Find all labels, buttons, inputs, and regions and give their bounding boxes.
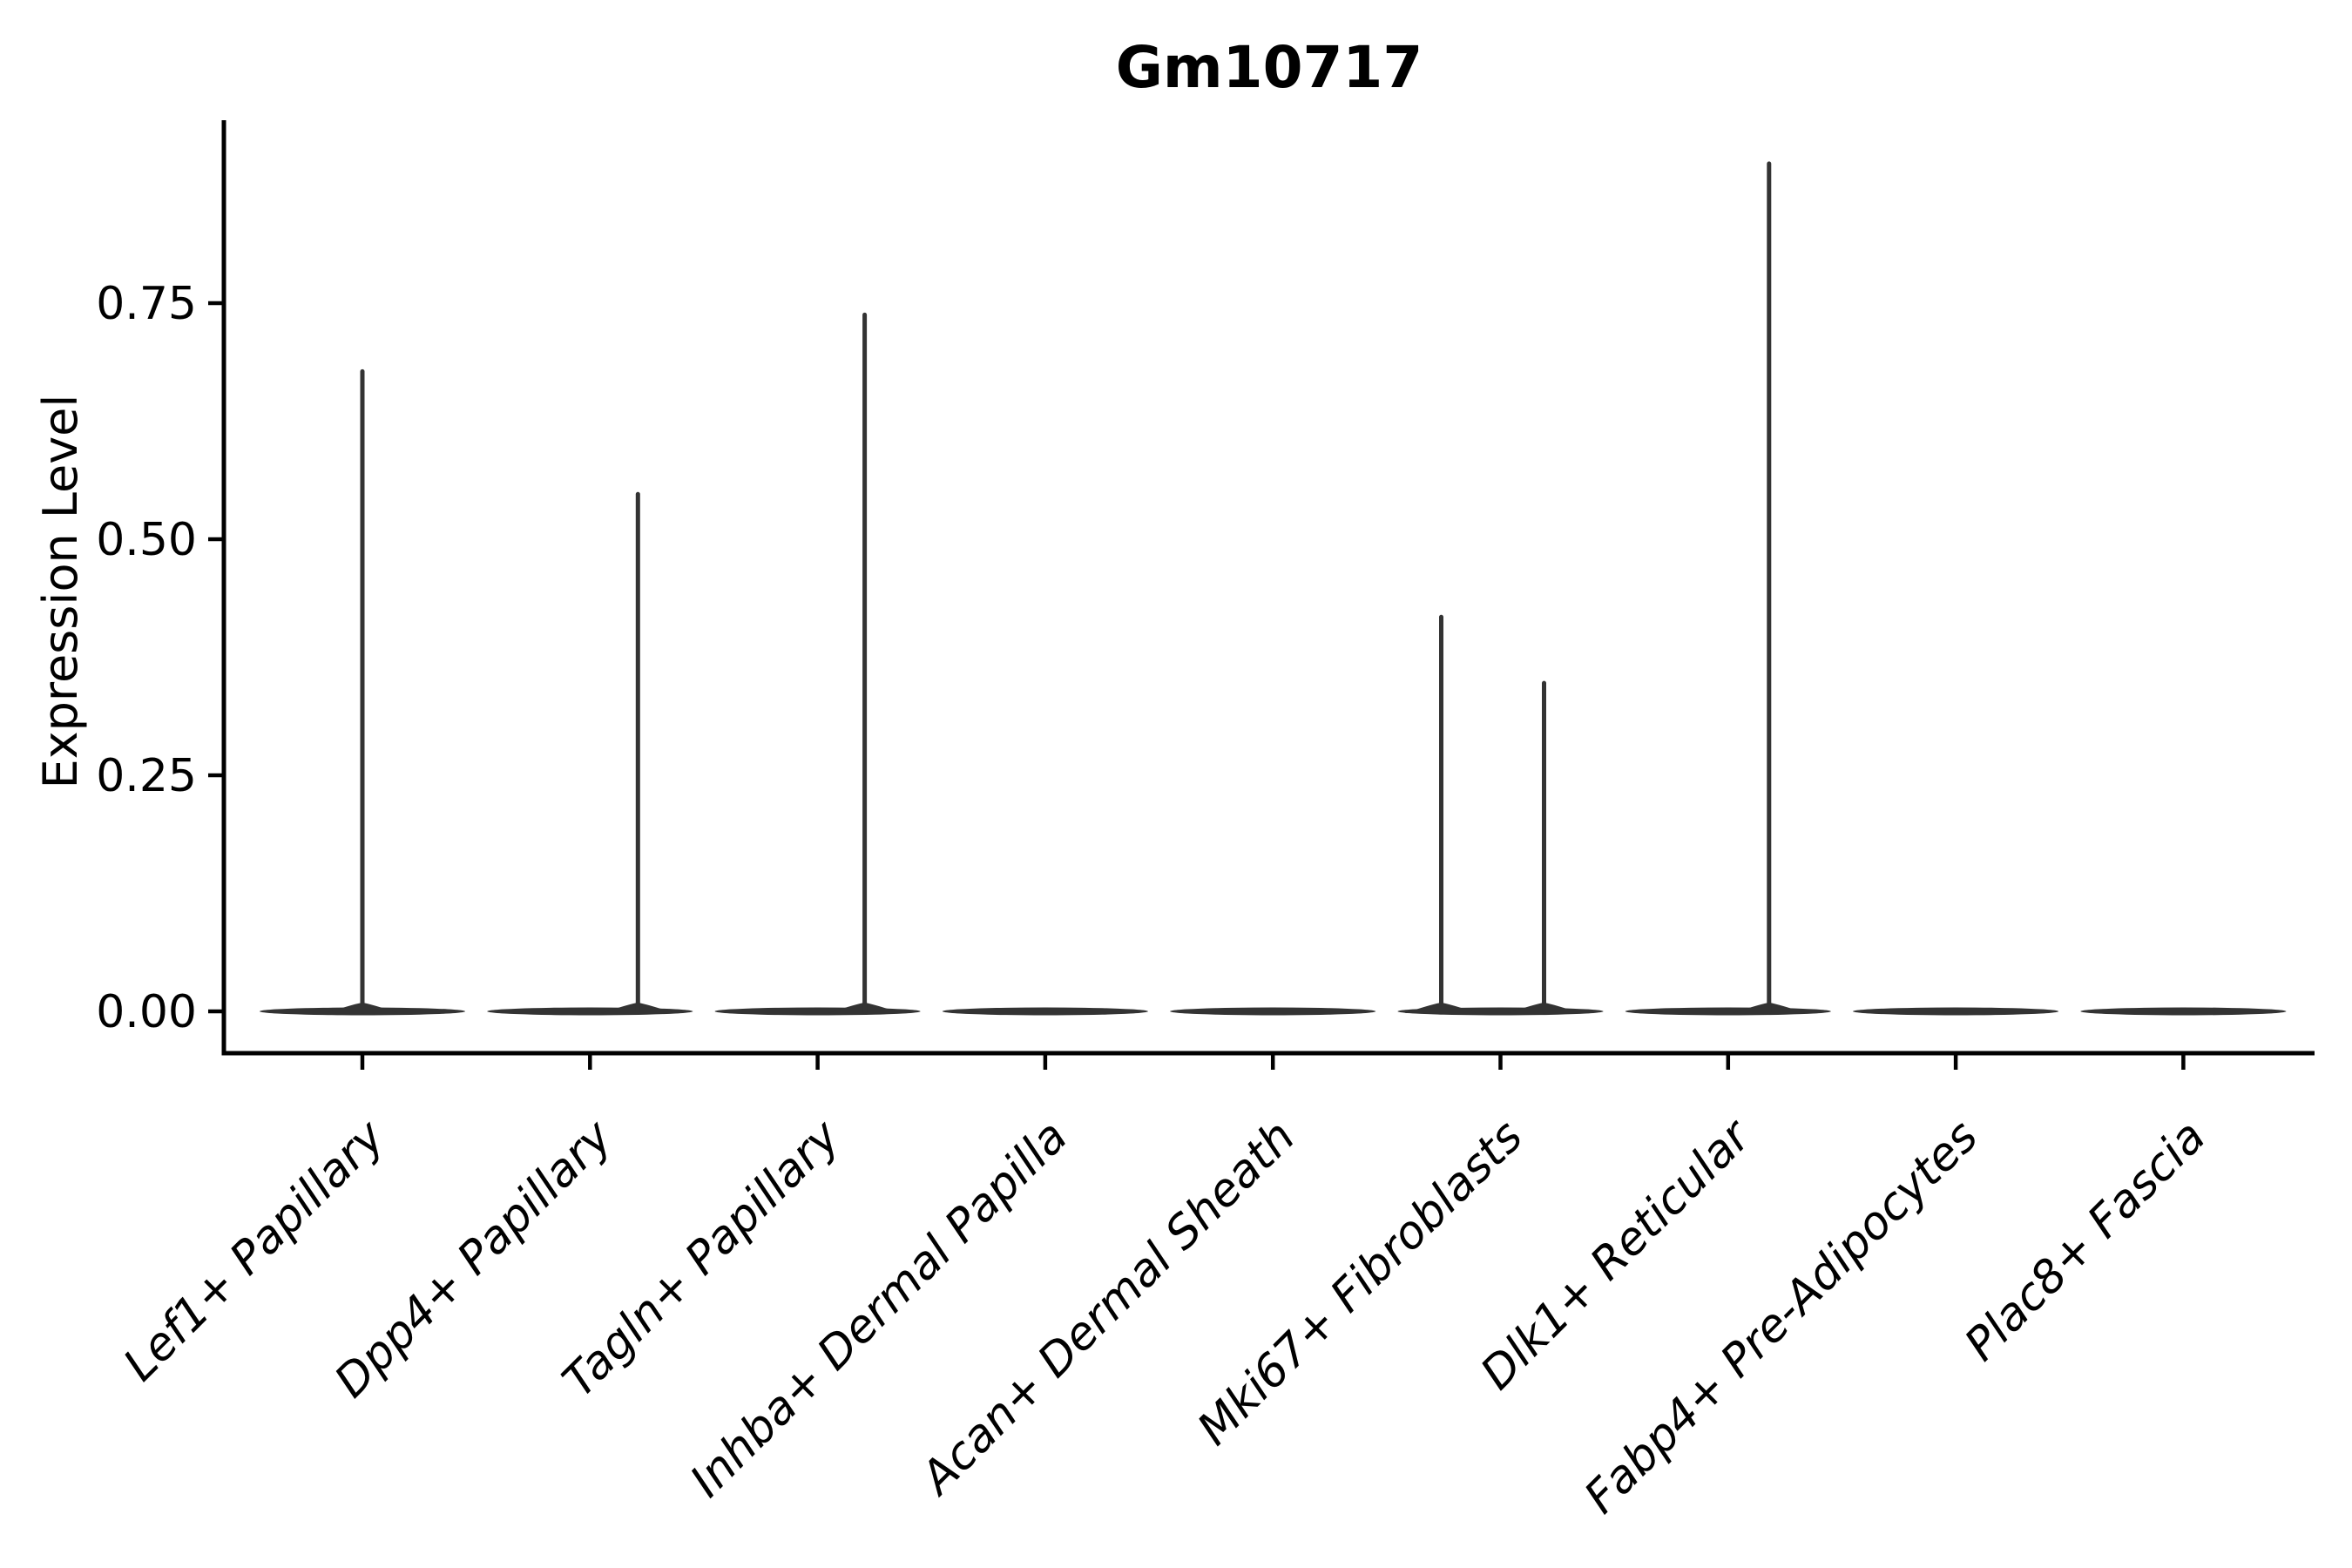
x-axis-label: Inhba+ Dermal Papilla [680,1111,1078,1508]
expression-spike [360,368,365,1014]
violin-body [2080,1007,2287,1016]
y-tick-label: 0.00 [96,986,197,1038]
expression-spike [862,312,868,1015]
chart-title: Gm10717 [1116,34,1423,101]
violin-body [1170,1007,1376,1016]
expression-spike [1542,680,1546,1014]
y-tick-label: 0.50 [96,514,197,566]
violin-body [942,1007,1148,1016]
x-axis-label: Acan+ Dermal Sheath [909,1111,1305,1506]
expression-spike [1439,614,1443,1014]
expression-spike [635,491,640,1014]
y-tick-label: 0.25 [96,750,197,802]
y-axis-label: Expression Level [33,395,88,789]
x-axis-label: Fabp4+ Pre-Adipocytes [1575,1111,1989,1524]
violins-layer [260,161,2287,1016]
y-tick-label: 0.75 [96,278,197,330]
violin-body [1853,1007,2059,1016]
x-axis-label: Plac8+ Fascia [1955,1111,2215,1371]
expression-spike [1767,161,1772,1014]
